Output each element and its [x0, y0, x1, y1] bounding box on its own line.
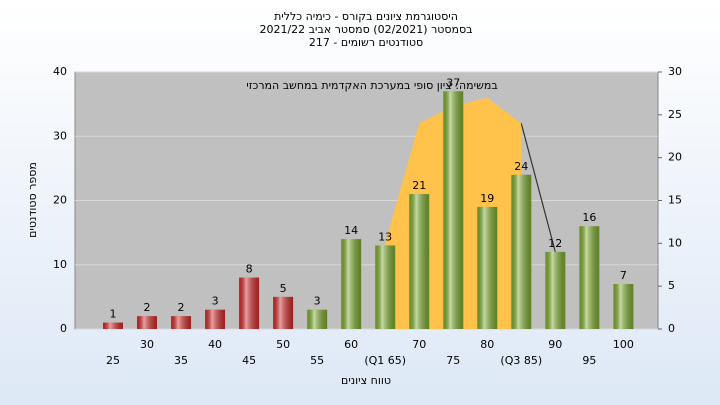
chart-subtitle: בסמסטר (02/2021) סמסטר אביב 2021/22	[259, 23, 472, 36]
bar-shine	[171, 316, 192, 329]
x-tick-label: 30	[140, 338, 154, 351]
x-tick-label: 40	[208, 338, 222, 351]
annotation: במשימה: ציון סופי במערכת האקדמית במחשב ה…	[246, 79, 497, 92]
data-label: 24	[514, 160, 528, 173]
y2-tick-label: 25	[668, 108, 682, 121]
x-tick-label: (Q3 85)	[500, 354, 542, 367]
y-tick-label: 30	[53, 129, 67, 142]
data-label: 3	[314, 295, 321, 308]
x-tick-label: 95	[582, 354, 596, 367]
data-label: 7	[620, 269, 627, 282]
data-label: 12	[548, 237, 562, 250]
bar-shine	[103, 322, 123, 329]
y-tick-label: 20	[53, 194, 67, 207]
x-tick-label: 100	[613, 338, 634, 351]
x-tick-label: 35	[174, 354, 188, 367]
chart-subtitle: סטודנטים רשומים - 217	[309, 36, 423, 49]
x-tick-label: 75	[446, 354, 460, 367]
y2-tick-label: 10	[668, 236, 682, 249]
bar-shine	[511, 174, 532, 329]
y-tick-label: 0	[60, 322, 67, 335]
line	[520, 123, 556, 253]
bar-shine	[341, 239, 362, 329]
x-tick-label: 45	[242, 354, 256, 367]
x-tick-label: (Q1 65)	[364, 354, 406, 367]
data-label: 2	[144, 301, 151, 314]
data-label: 2	[178, 301, 185, 314]
bar-shine	[409, 194, 430, 329]
data-label: 16	[582, 211, 596, 224]
data-label: 13	[378, 230, 392, 243]
bar-shine	[273, 296, 294, 329]
data-label: 14	[344, 224, 358, 237]
bar-shine	[545, 251, 566, 329]
bar-shine	[239, 277, 260, 329]
y2-tick-label: 30	[668, 65, 682, 78]
x-tick-label: 60	[344, 338, 358, 351]
data-label: 3	[212, 295, 219, 308]
y-axis-label: מספר סטודנטים	[26, 162, 39, 238]
chart-title: היסטוגרמת ציונים בקורס - כימיה כללית	[274, 10, 458, 23]
y2-tick-label: 5	[668, 279, 675, 292]
y2-tick-label: 20	[668, 151, 682, 164]
data-label: 5	[280, 282, 287, 295]
data-label: 8	[246, 263, 253, 276]
x-tick-label: 90	[548, 338, 562, 351]
bar-shine	[375, 245, 396, 329]
y2-tick-label: 0	[668, 322, 675, 335]
bar-shine	[137, 316, 158, 329]
bar-shine	[205, 309, 226, 329]
data-label: 19	[480, 192, 494, 205]
x-tick-label: 80	[480, 338, 494, 351]
bar-shine	[443, 91, 464, 330]
y-tick-label: 10	[53, 258, 67, 271]
y2-tick-label: 15	[668, 194, 682, 207]
data-label: 21	[412, 179, 426, 192]
x-tick-label: 70	[412, 338, 426, 351]
x-axis-label: טווח ציונים	[341, 374, 391, 387]
x-tick-label: 55	[310, 354, 324, 367]
bar-shine	[579, 226, 600, 329]
data-label: 1	[110, 308, 117, 321]
bar-shine	[613, 284, 634, 329]
y-tick-label: 40	[53, 65, 67, 78]
x-tick-label: 25	[106, 354, 120, 367]
x-tick-label: 50	[276, 338, 290, 351]
data-label: 37	[446, 76, 460, 89]
bar-shine	[477, 206, 498, 329]
bar-shine	[307, 309, 328, 329]
